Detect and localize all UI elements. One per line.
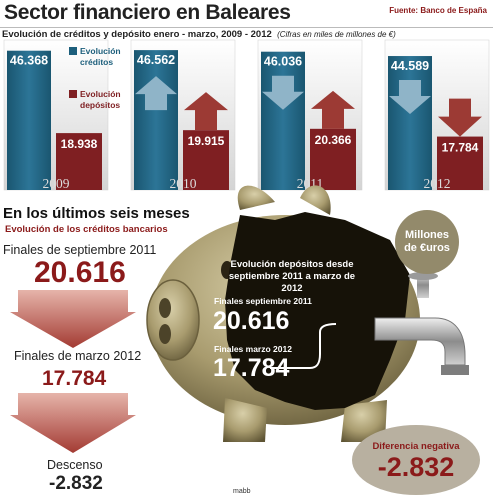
deposits-value-label: 18.938 (61, 137, 98, 151)
deposits-value-label: 17.784 (442, 141, 479, 155)
down-arrow-shape (10, 393, 136, 453)
legend-credits-label: Evolución créditos (80, 46, 121, 67)
deposits-value-label: 19.915 (188, 134, 225, 148)
piggy-snout (146, 279, 200, 361)
chart-subtitle: Evolución de créditos y depósito enero -… (2, 29, 396, 40)
sept-2011-value: 20.616 (34, 256, 126, 289)
sept-2011-label: Finales de septiembre 2011 (3, 243, 157, 257)
difference-label: Diferencia negativa (372, 441, 460, 452)
piggy-front-leg (223, 398, 267, 442)
legend-deposits-swatch (69, 90, 77, 98)
legend-credits-swatch (69, 47, 77, 55)
six-months-subheading: Evolución de los créditos bancarios (5, 224, 168, 235)
piggy-left-ear (237, 185, 275, 210)
piggy-nostril (159, 298, 171, 318)
deposits-bar (56, 133, 102, 190)
descenso-label: Descenso (47, 458, 103, 472)
subtitle-text: Evolución de créditos y depósito enero -… (2, 29, 272, 40)
credits-trend-arrow (389, 80, 431, 115)
decrease-arrow-1 (10, 290, 136, 348)
faucet-handle (408, 272, 438, 280)
credits-bar (261, 51, 305, 190)
piggy-bank-illustration (146, 185, 469, 442)
six-months-heading: En los últimos seis meses (3, 205, 190, 222)
credits-bar (388, 56, 432, 191)
credits-trend-arrow (135, 76, 177, 111)
march-2012-label: Finales de marzo 2012 (14, 349, 142, 363)
difference-value: -2.832 (377, 452, 455, 482)
deposits-value-label: 20.366 (315, 133, 352, 147)
year-label: 2010 (170, 176, 197, 191)
credits-value-label: 44.589 (391, 59, 429, 73)
descenso-value: -2.832 (49, 473, 103, 494)
piggy-title: Evolución depósitos desde septiembre 201… (228, 259, 356, 294)
march-2012-value: 17.784 (42, 367, 107, 390)
deposits-trend-arrow (311, 90, 355, 129)
decrease-arrow-2 (10, 393, 136, 453)
legend-deposits-label: Evolución depósitos (80, 89, 121, 110)
deposits-trend-arrow (438, 98, 482, 137)
connector-path (270, 323, 337, 369)
piggy-right-ear (300, 185, 331, 215)
bar-chart: 46.368 18.938 2009 46.562 19.915 2010 46.036 20… (3, 39, 490, 191)
credits-trend-arrow (262, 75, 304, 110)
faucet-nozzle (441, 365, 469, 375)
deposits-bar (310, 128, 356, 190)
piggy-sept-value: 20.616 (213, 307, 290, 335)
piggy-march-value: 17.784 (213, 354, 290, 382)
credits-value-label: 46.562 (137, 53, 175, 67)
deposits-trend-arrow (184, 92, 228, 131)
title-divider (0, 27, 493, 28)
piggy-march-label: Finales marzo 2012 (214, 344, 292, 354)
year-label: 2012 (424, 176, 451, 191)
deposits-bar (183, 130, 229, 190)
credits-value-label: 46.036 (264, 55, 302, 69)
credits-bar (7, 50, 51, 191)
deposits-bar (437, 136, 483, 190)
credits-bar (134, 50, 178, 190)
year-label: 2009 (43, 176, 70, 191)
connector-line (270, 323, 337, 369)
subtitle-units-note: (Cifras en miles de millones de €) (277, 30, 396, 39)
page-title: Sector financiero en Baleares (4, 1, 291, 24)
down-arrow-shape (10, 290, 136, 348)
credits-value-label: 46.368 (10, 54, 48, 68)
units-badge-text: Millones de €uros (404, 229, 450, 254)
source-note: Fuente: Banco de España (389, 6, 487, 15)
author-credit: mabb (233, 488, 251, 495)
piggy-torn-hole (225, 212, 410, 410)
piggy-nostril (159, 324, 171, 344)
piggy-sept-label: Finales septiembre 2011 (214, 296, 312, 306)
units-badge: Millones de €uros (395, 210, 459, 274)
difference-badge (352, 425, 480, 495)
